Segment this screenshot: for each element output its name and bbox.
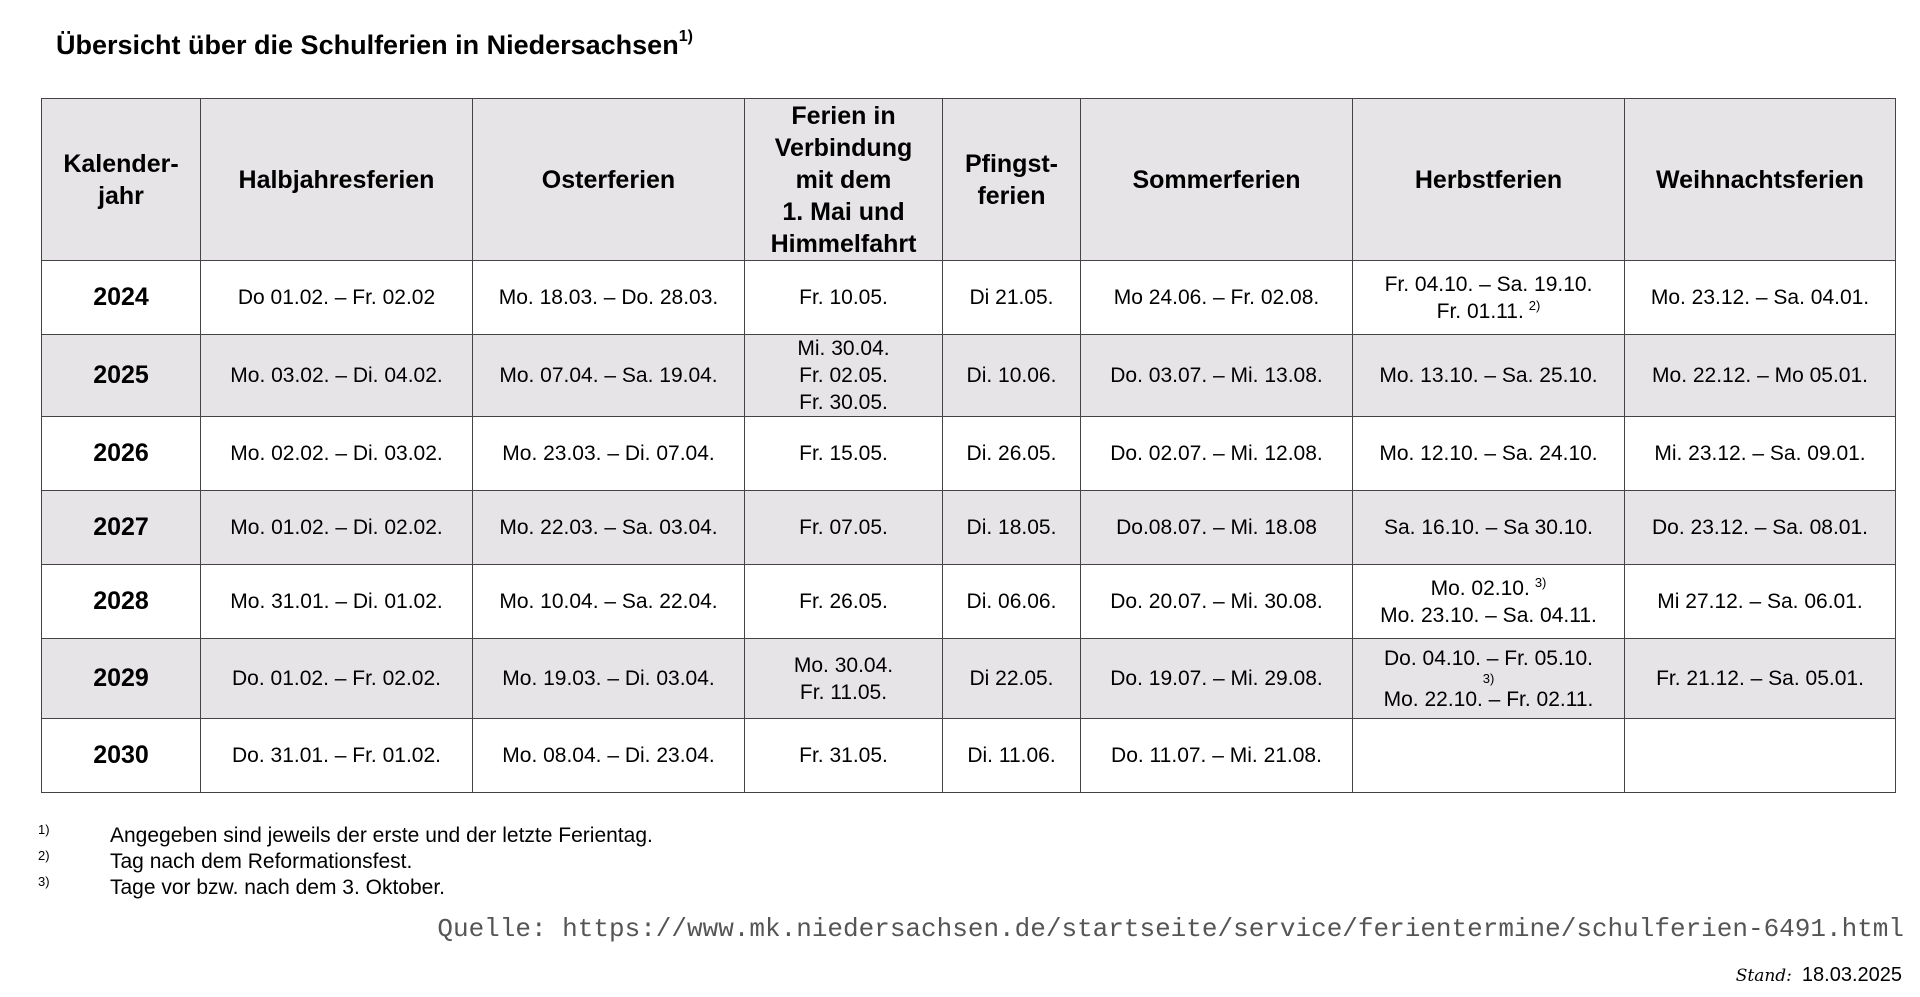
pfingst-cell: Di. 11.06. [942, 718, 1081, 793]
table-row: 2025 Mo. 03.02. – Di. 04.02. Mo. 07.04. … [41, 334, 1896, 417]
halbjahr-cell: Mo. 01.02. – Di. 02.02. [200, 490, 473, 565]
weihnacht-cell: Do. 23.12. – Sa. 08.01. [1624, 490, 1896, 565]
oster-cell: Mo. 07.04. – Sa. 19.04. [472, 334, 745, 417]
mai-cell: Fr. 26.05. [744, 564, 943, 639]
mai-cell: Fr. 31.05. [744, 718, 943, 793]
weihnacht-cell: Mo. 23.12. – Sa. 04.01. [1624, 260, 1896, 335]
weihnacht-cell: Mi 27.12. – Sa. 06.01. [1624, 564, 1896, 639]
oster-cell: Mo. 19.03. – Di. 03.04. [472, 638, 745, 719]
mai-cell: Mo. 30.04. Fr. 11.05. [744, 638, 943, 719]
sommer-cell: Do. 20.07. – Mi. 30.08. [1080, 564, 1353, 639]
herbst-cell: Mo. 12.10. – Sa. 24.10. [1352, 416, 1625, 491]
herbst-cell: Mo. 02.10. 3) Mo. 23.10. – Sa. 04.11. [1352, 564, 1625, 639]
mai-cell: Fr. 15.05. [744, 416, 943, 491]
page-title: Übersicht über die Schulferien in Nieder… [56, 28, 693, 61]
table-row: 2028 Mo. 31.01. – Di. 01.02. Mo. 10.04. … [41, 564, 1896, 639]
table-row: 2029 Do. 01.02. – Fr. 02.02. Mo. 19.03. … [41, 638, 1896, 719]
herbst-cell: Sa. 16.10. – Sa 30.10. [1352, 490, 1625, 565]
oster-cell: Mo. 22.03. – Sa. 03.04. [472, 490, 745, 565]
table-row: 2024 Do 01.02. – Fr. 02.02 Mo. 18.03. – … [41, 260, 1896, 335]
halbjahr-cell: Do 01.02. – Fr. 02.02 [200, 260, 473, 335]
footnote-mark: 3) [1534, 574, 1547, 590]
halbjahr-cell: Mo. 03.02. – Di. 04.02. [200, 334, 473, 417]
halbjahr-cell: Mo. 31.01. – Di. 01.02. [200, 564, 473, 639]
holiday-table: Kalender-jahr Halbjahresferien Osterferi… [41, 98, 1896, 793]
sommer-cell: Do. 02.07. – Mi. 12.08. [1080, 416, 1353, 491]
footnote-number: 3) [38, 874, 50, 889]
halbjahr-cell: Do. 01.02. – Fr. 02.02. [200, 638, 473, 719]
oster-cell: Mo. 18.03. – Do. 28.03. [472, 260, 745, 335]
oster-cell: Mo. 23.03. – Di. 07.04. [472, 416, 745, 491]
herbst-cell: Do. 04.10. – Fr. 05.10. 3) Mo. 22.10. – Fr… [1352, 638, 1625, 719]
pfingst-cell: Di. 06.06. [942, 564, 1081, 639]
sommer-cell: Do.08.07. – Mi. 18.08 [1080, 490, 1353, 565]
footnote-text: Angegeben sind jeweils der erste und der… [110, 824, 653, 847]
year-cell: 2025 [41, 334, 201, 417]
stand-label: Stand: [1735, 966, 1792, 986]
header-year: Kalender-jahr [41, 98, 201, 261]
header-osterferien: Osterferien [472, 98, 745, 261]
year-cell: 2024 [41, 260, 201, 335]
table-row: 2027 Mo. 01.02. – Di. 02.02. Mo. 22.03. … [41, 490, 1896, 565]
halbjahr-cell: Do. 31.01. – Fr. 01.02. [200, 718, 473, 793]
footnote-item: 3) Tage vor bzw. nach dem 3. Oktober. [38, 875, 653, 901]
footnote-item: 1) Angegeben sind jeweils der erste und d… [38, 823, 653, 849]
sommer-cell: Do. 11.07. – Mi. 21.08. [1080, 718, 1353, 793]
footnote-mark: 3) [1482, 670, 1495, 686]
pfingst-cell: Di 22.05. [942, 638, 1081, 719]
pfingst-cell: Di. 10.06. [942, 334, 1081, 417]
header-sommerferien: Sommerferien [1080, 98, 1353, 261]
title-text: Übersicht über die Schulferien in Nieder… [56, 30, 679, 60]
header-pfingstferien: Pfingst-ferien [942, 98, 1081, 261]
footnote-number: 2) [38, 848, 50, 863]
footnote-item: 2) Tag nach dem Reformationsfest. [38, 849, 653, 875]
weihnacht-cell: Mo. 22.12. – Mo 05.01. [1624, 334, 1896, 417]
weihnacht-cell: Mi. 23.12. – Sa. 09.01. [1624, 416, 1896, 491]
pfingst-cell: Di. 18.05. [942, 490, 1081, 565]
header-mai-himmelfahrt: Ferien in Verbindung mit dem 1. Mai und Himm… [744, 98, 943, 261]
header-row: Kalender-jahr Halbjahresferien Osterferi… [41, 98, 1896, 261]
source-line: Quelle: https://www.mk.niedersachsen.de/… [437, 914, 1904, 944]
year-cell: 2030 [41, 718, 201, 793]
pfingst-cell: Di. 26.05. [942, 416, 1081, 491]
footnote-number: 1) [38, 822, 50, 837]
mai-cell: Fr. 10.05. [744, 260, 943, 335]
halbjahr-cell: Mo. 02.02. – Di. 03.02. [200, 416, 473, 491]
footnote-text: Tag nach dem Reformationsfest. [110, 850, 413, 873]
herbst-cell [1352, 718, 1625, 793]
oster-cell: Mo. 10.04. – Sa. 22.04. [472, 564, 745, 639]
footnote-mark: 2) [1528, 297, 1541, 313]
mai-cell: Mi. 30.04. Fr. 02.05. Fr. 30.05. [744, 334, 943, 417]
title-footnote-mark: 1) [678, 28, 693, 45]
year-cell: 2028 [41, 564, 201, 639]
weihnacht-cell: Fr. 21.12. – Sa. 05.01. [1624, 638, 1896, 719]
sommer-cell: Do. 19.07. – Mi. 29.08. [1080, 638, 1353, 719]
stand-value: 18.03.2025 [1801, 964, 1902, 986]
sommer-cell: Mo 24.06. – Fr. 02.08. [1080, 260, 1353, 335]
year-cell: 2027 [41, 490, 201, 565]
footnotes: 1) Angegeben sind jeweils der erste und d… [38, 823, 653, 901]
table-row: 2026 Mo. 02.02. – Di. 03.02. Mo. 23.03. … [41, 416, 1896, 491]
herbst-cell: Fr. 04.10. – Sa. 19.10. Fr. 01.11. 2) [1352, 260, 1625, 335]
header-weihnachtsferien: Weihnachtsferien [1624, 98, 1896, 261]
footnote-text: Tage vor bzw. nach dem 3. Oktober. [110, 876, 446, 899]
header-halbjahresferien: Halbjahresferien [200, 98, 473, 261]
mai-cell: Fr. 07.05. [744, 490, 943, 565]
sommer-cell: Do. 03.07. – Mi. 13.08. [1080, 334, 1353, 417]
year-cell: 2029 [41, 638, 201, 719]
pfingst-cell: Di 21.05. [942, 260, 1081, 335]
oster-cell: Mo. 08.04. – Di. 23.04. [472, 718, 745, 793]
header-herbstferien: Herbstferien [1352, 98, 1625, 261]
year-cell: 2026 [41, 416, 201, 491]
weihnacht-cell [1624, 718, 1896, 793]
stand-date: Stand: 18.03.2025 [1736, 964, 1902, 987]
herbst-cell: Mo. 13.10. – Sa. 25.10. [1352, 334, 1625, 417]
table-row: 2030 Do. 31.01. – Fr. 01.02. Mo. 08.04. … [41, 718, 1896, 793]
